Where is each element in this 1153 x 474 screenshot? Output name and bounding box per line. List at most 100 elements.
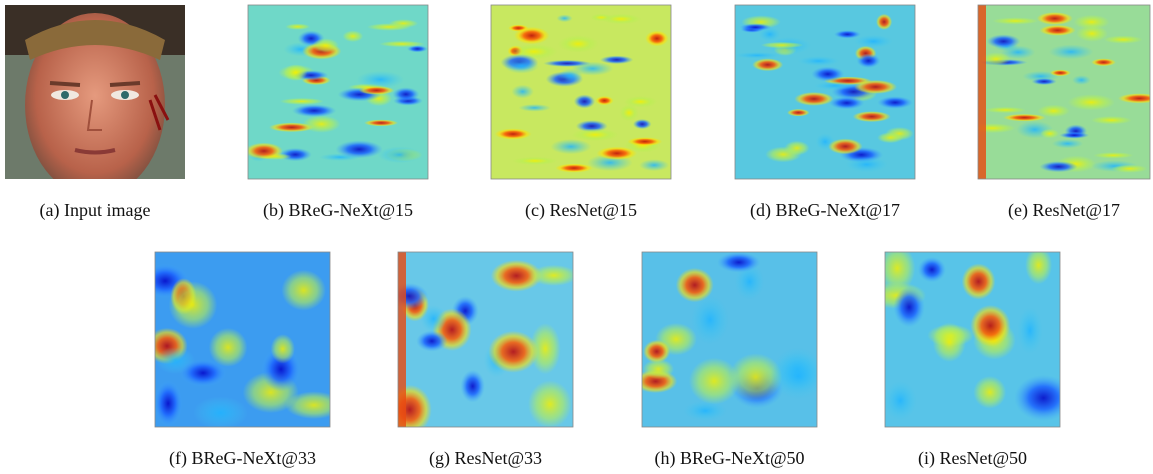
heatmap-blob xyxy=(784,141,809,156)
heatmap-blob xyxy=(285,391,343,419)
heatmap-blob xyxy=(691,295,729,344)
heatmap-blob xyxy=(624,96,657,107)
heatmap-blob xyxy=(392,87,419,101)
heatmap-blob xyxy=(1050,70,1071,77)
heatmap-blob xyxy=(797,56,839,66)
input-image xyxy=(5,5,185,197)
heatmap-blob xyxy=(814,82,856,90)
heatmap xyxy=(734,5,915,179)
heatmap-blob xyxy=(740,23,772,30)
caption: (b) BReG-NeXt@15 xyxy=(263,200,413,221)
caption: (f) BReG-NeXt@33 xyxy=(169,448,316,469)
heatmap-blob xyxy=(1017,307,1042,354)
heatmap-blob xyxy=(1059,132,1089,139)
heatmap-blob xyxy=(857,54,881,68)
heatmap-blob xyxy=(846,157,888,173)
heatmap-blob xyxy=(969,123,1015,133)
heatmap-blob xyxy=(312,38,339,53)
heatmap-blob xyxy=(555,164,593,173)
heatmap-blob xyxy=(390,283,428,309)
heatmap-blob xyxy=(877,96,913,109)
heatmap-blob xyxy=(970,305,1010,347)
caption: (i) ResNet@50 xyxy=(918,448,1027,469)
heatmap-blob xyxy=(595,96,613,105)
heatmap-blob xyxy=(488,331,538,373)
heatmap-blob xyxy=(1039,25,1075,36)
heatmap-blob xyxy=(1003,114,1046,121)
heatmap-blob xyxy=(600,56,633,64)
heatmap-blob xyxy=(193,396,248,429)
heatmap-blob xyxy=(752,58,783,71)
heatmap-blob xyxy=(285,24,310,30)
heatmap-blob xyxy=(572,128,619,141)
heatmap-blob xyxy=(933,322,966,362)
heatmap-blob xyxy=(633,119,652,129)
heatmap-blob xyxy=(761,42,804,49)
heatmap-blob xyxy=(416,331,447,352)
heatmap-blob xyxy=(1091,58,1116,66)
caption: (a) Input image xyxy=(40,200,151,221)
heatmap-blob xyxy=(364,120,398,127)
heatmap-blob xyxy=(379,41,425,47)
page: {"figure": {"captions": ["(a) Input imag… xyxy=(0,0,1153,474)
heatmap-blob xyxy=(627,137,662,146)
heatmap-blob xyxy=(987,34,1021,48)
heatmap xyxy=(245,5,428,179)
heatmap-blob xyxy=(918,257,946,282)
heatmap-blob xyxy=(1032,78,1057,85)
heatmap-blob xyxy=(717,252,760,272)
heatmap-blob xyxy=(1014,375,1073,421)
heatmap-blob xyxy=(1049,44,1094,59)
heatmap-blob xyxy=(787,109,810,116)
heatmap xyxy=(491,5,671,179)
heatmap-blob xyxy=(1037,12,1073,25)
heatmap-blob xyxy=(421,305,447,333)
heatmap-blob xyxy=(513,157,558,165)
heatmap-blob xyxy=(1091,116,1132,124)
heatmap xyxy=(634,252,826,427)
heatmap-blob xyxy=(292,104,336,117)
heatmap-blob xyxy=(985,107,1026,113)
heatmap-blob xyxy=(1068,94,1115,110)
heatmap-blob xyxy=(302,115,340,132)
edge-band xyxy=(398,252,406,427)
heatmap-blob xyxy=(281,270,325,311)
heatmap-blob xyxy=(1111,165,1147,173)
heatmap-blob xyxy=(284,64,308,81)
heatmap-blob xyxy=(877,132,903,143)
caption: (c) ResNet@15 xyxy=(525,200,637,221)
caption: (e) ResNet@17 xyxy=(1008,200,1120,221)
heatmap-blob xyxy=(684,401,727,421)
heatmap-blob xyxy=(639,159,669,171)
heatmap-blob xyxy=(511,85,533,99)
heatmap-blob xyxy=(514,27,549,44)
caption: (g) ResNet@33 xyxy=(429,448,542,469)
heatmap-blob xyxy=(343,30,364,41)
heatmap-blob xyxy=(504,59,539,74)
heatmap-blob xyxy=(574,94,595,108)
heatmap-blob xyxy=(771,353,827,399)
caption: (h) BReG-NeXt@50 xyxy=(654,448,804,469)
caption: (d) BReG-NeXt@17 xyxy=(750,200,900,221)
heatmap xyxy=(141,252,343,429)
heatmap-blob xyxy=(853,111,891,122)
heatmap-blob xyxy=(1093,152,1133,158)
heatmap-blob xyxy=(645,31,668,47)
heatmap-blob xyxy=(992,18,1039,25)
heatmap-blob xyxy=(356,71,404,88)
heatmap-blob xyxy=(271,334,295,363)
heatmap xyxy=(867,245,1073,427)
heatmap xyxy=(388,252,578,434)
heatmap-blob xyxy=(1072,75,1091,85)
heatmap-blob xyxy=(335,140,383,158)
heatmap-blob xyxy=(494,128,531,139)
heatmap-blob xyxy=(557,15,573,23)
heatmap-blob xyxy=(854,35,893,48)
heatmap xyxy=(969,5,1153,179)
heatmap-blob xyxy=(973,376,1006,409)
heatmap-blob xyxy=(834,30,861,38)
heatmap-blob xyxy=(460,370,484,403)
heatmap-blob xyxy=(518,104,550,111)
heatmap-blob xyxy=(734,52,781,59)
heatmap-blob xyxy=(1052,139,1083,148)
